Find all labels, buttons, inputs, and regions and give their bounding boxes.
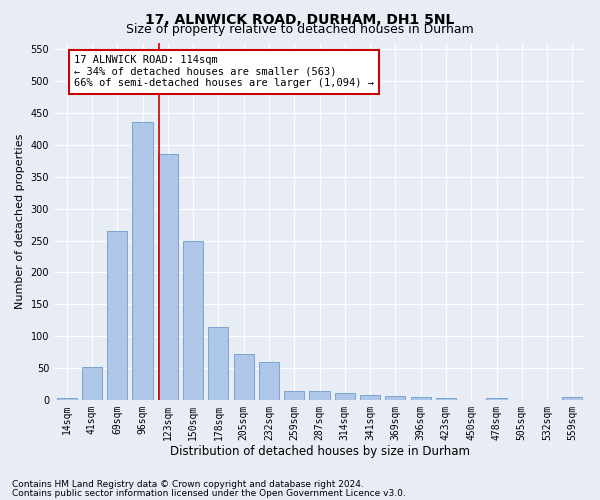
Bar: [133, 122, 152, 400]
Bar: [183, 240, 203, 400]
Text: 17 ALNWICK ROAD: 114sqm
← 34% of detached houses are smaller (563)
66% of semi-d: 17 ALNWICK ROAD: 114sqm ← 34% of detache…: [74, 56, 374, 88]
Text: Contains public sector information licensed under the Open Government Licence v3: Contains public sector information licen…: [12, 488, 406, 498]
X-axis label: Distribution of detached houses by size in Durham: Distribution of detached houses by size …: [170, 444, 470, 458]
Bar: [208, 327, 229, 400]
Text: Size of property relative to detached houses in Durham: Size of property relative to detached ho…: [126, 22, 474, 36]
Bar: [107, 231, 127, 400]
Bar: [487, 398, 506, 400]
Bar: [436, 398, 456, 400]
Bar: [385, 396, 406, 400]
Bar: [259, 362, 279, 400]
Y-axis label: Number of detached properties: Number of detached properties: [15, 134, 25, 309]
Text: 17, ALNWICK ROAD, DURHAM, DH1 5NL: 17, ALNWICK ROAD, DURHAM, DH1 5NL: [145, 12, 455, 26]
Bar: [284, 390, 304, 400]
Bar: [56, 398, 77, 400]
Bar: [410, 397, 431, 400]
Bar: [360, 395, 380, 400]
Bar: [335, 392, 355, 400]
Bar: [310, 390, 329, 400]
Bar: [82, 367, 102, 400]
Bar: [233, 354, 254, 400]
Text: Contains HM Land Registry data © Crown copyright and database right 2024.: Contains HM Land Registry data © Crown c…: [12, 480, 364, 489]
Bar: [158, 154, 178, 400]
Bar: [562, 397, 583, 400]
